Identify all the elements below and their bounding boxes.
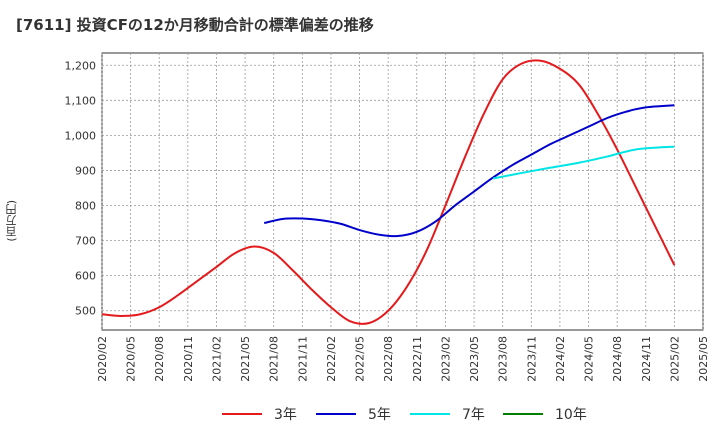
x-tick-label: 2022/11: [411, 336, 424, 382]
x-tick-label: 2024/11: [640, 336, 653, 382]
x-tick-label: 2021/02: [210, 336, 223, 382]
x-tick-label: 2024/08: [611, 336, 624, 382]
legend-swatch: [222, 413, 262, 415]
x-tick-label: 2023/05: [468, 336, 481, 382]
y-tick-label: 1,000: [65, 129, 97, 142]
y-tick-label: 600: [75, 270, 96, 283]
x-tick-label: 2020/11: [182, 336, 195, 382]
y-tick-label: 800: [75, 200, 96, 213]
chart-legend: 3年 5年 7年 10年: [0, 402, 720, 426]
legend-item-3: 10年: [503, 402, 587, 426]
legend-swatch: [503, 413, 543, 415]
series-line-0: [101, 59, 676, 325]
series-line-1: [263, 104, 675, 238]
x-tick-label: 2020/05: [125, 336, 138, 382]
legend-label: 3年: [274, 407, 297, 423]
x-tick-label: 2025/05: [697, 336, 710, 382]
x-tick-label: 2023/02: [439, 336, 452, 382]
x-tick-label: 2020/08: [153, 336, 166, 382]
x-tick-label: 2023/11: [525, 336, 538, 382]
legend-item-0: 3年: [222, 402, 297, 426]
plot-frame: [101, 52, 704, 331]
legend-item-2: 7年: [410, 402, 485, 426]
y-tick-label: 1,200: [65, 59, 97, 72]
x-tick-label: 2022/08: [382, 336, 395, 382]
x-tick-label: 2022/02: [325, 336, 338, 382]
legend-label: 5年: [368, 407, 391, 423]
y-tick-label: 900: [75, 164, 96, 177]
x-tick-label: 2021/11: [296, 336, 309, 382]
x-tick-label: 2025/02: [668, 336, 681, 382]
series-line-2: [492, 145, 675, 180]
x-tick-label: 2021/08: [268, 336, 281, 382]
x-tick-label: 2020/02: [96, 336, 109, 382]
y-tick-label: 1,100: [65, 94, 97, 107]
x-tick-label: 2023/08: [497, 336, 510, 382]
y-tick-label: 500: [75, 305, 96, 318]
legend-swatch: [316, 413, 356, 415]
x-tick-label: 2024/05: [583, 336, 596, 382]
legend-label: 7年: [462, 407, 485, 423]
x-tick-label: 2021/05: [239, 336, 252, 382]
legend-label: 10年: [555, 407, 587, 423]
legend-swatch: [410, 413, 450, 415]
legend-item-1: 5年: [316, 402, 391, 426]
chart-title: [7611] 投資CFの12か月移動合計の標準偏差の推移: [16, 16, 374, 34]
y-tick-label: 700: [75, 235, 96, 248]
x-tick-label: 2022/05: [354, 336, 367, 382]
x-tick-label: 2024/02: [554, 336, 567, 382]
